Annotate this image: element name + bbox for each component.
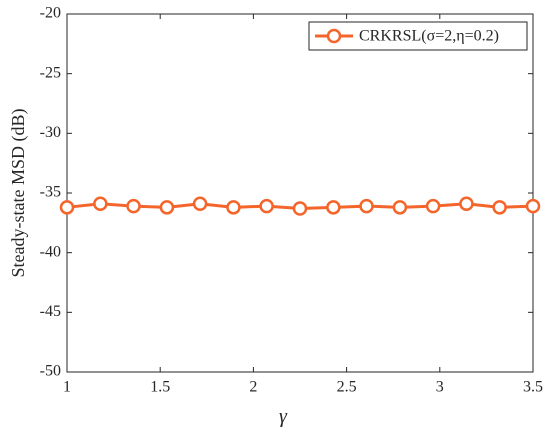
x-tick-label: 3.5 xyxy=(523,379,543,396)
x-tick-label: 2 xyxy=(249,379,257,396)
marker xyxy=(292,201,308,216)
marker xyxy=(192,196,208,211)
legend-label: CRKRSL(σ=2,η=0.2) xyxy=(359,28,499,45)
x-tick-label: 2.5 xyxy=(337,379,357,396)
marker xyxy=(425,198,441,214)
y-tick-label: -30 xyxy=(40,124,61,141)
marker xyxy=(93,196,108,211)
marker xyxy=(359,198,374,214)
y-tick-label: -45 xyxy=(40,303,61,320)
legend-marker xyxy=(326,28,342,44)
y-tick-label: -50 xyxy=(40,363,61,380)
marker xyxy=(159,200,175,215)
marker xyxy=(126,198,141,214)
marker xyxy=(459,196,474,211)
x-tick-label: 1.5 xyxy=(150,379,170,396)
y-axis-label: Steady-state MSD (dB) xyxy=(8,109,29,278)
y-tick-label: -25 xyxy=(40,64,61,81)
x-axis-label: γ xyxy=(279,406,288,428)
marker xyxy=(59,200,75,215)
marker xyxy=(226,200,241,215)
marker xyxy=(259,198,274,214)
y-tick-label: -35 xyxy=(40,184,61,201)
marker xyxy=(326,200,341,215)
y-tick-label: -40 xyxy=(40,243,61,260)
x-tick-label: 1 xyxy=(63,379,71,396)
x-tick-label: 3 xyxy=(436,379,444,396)
marker xyxy=(492,200,507,215)
plot-area xyxy=(66,13,534,373)
marker xyxy=(525,198,541,214)
marker xyxy=(392,200,408,215)
y-tick-label: -20 xyxy=(40,5,61,22)
